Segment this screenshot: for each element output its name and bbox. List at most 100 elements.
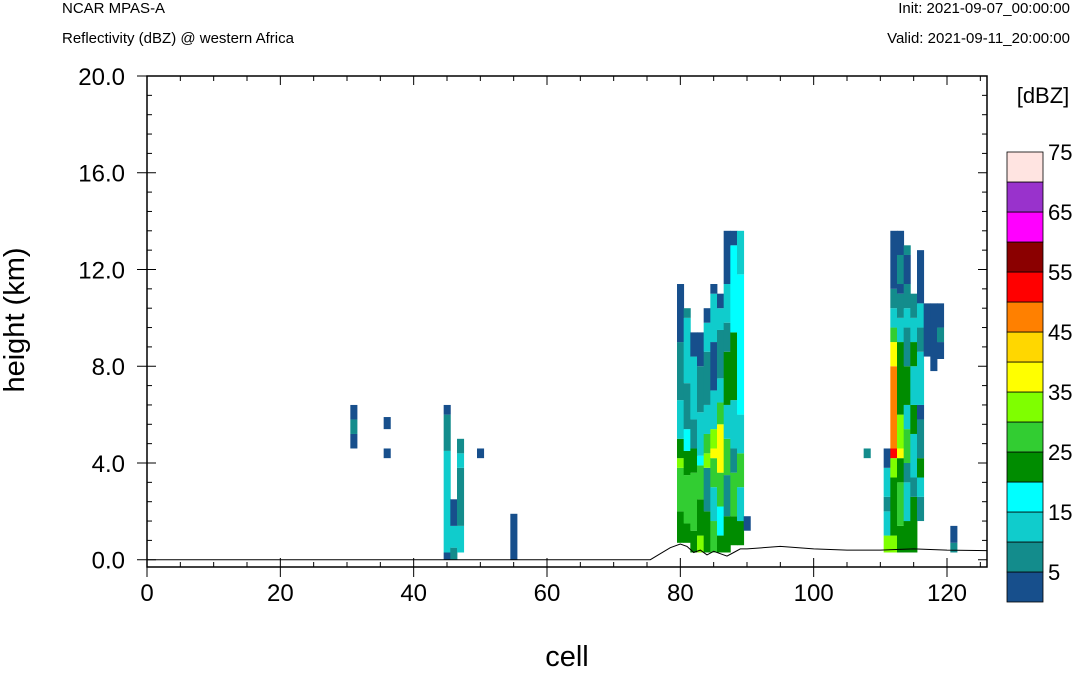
reflectivity-cell xyxy=(697,455,705,466)
reflectivity-cell xyxy=(910,477,918,497)
colorbar-label: 5 xyxy=(1048,560,1060,585)
reflectivity-cell xyxy=(737,230,745,275)
reflectivity-cell xyxy=(950,525,958,543)
reflectivity-cell xyxy=(890,308,898,328)
reflectivity-cell xyxy=(717,424,725,473)
colorbar-swatch xyxy=(1006,211,1044,243)
reflectivity-cell xyxy=(677,511,685,543)
reflectivity-cell xyxy=(903,404,911,430)
colorbar-swatch xyxy=(1006,361,1044,393)
reflectivity-cell xyxy=(917,250,925,304)
reflectivity-cell xyxy=(883,496,891,512)
reflectivity-cell xyxy=(690,472,698,531)
colorbar-swatch xyxy=(1006,571,1044,603)
reflectivity-cell xyxy=(723,516,731,553)
reflectivity-cell xyxy=(897,317,905,343)
reflectivity-cell xyxy=(937,342,945,359)
init-time: Init: 2021-09-07_00:00:00 xyxy=(898,0,1070,17)
y-axis-title: height (km) xyxy=(0,247,31,392)
reflectivity-cell xyxy=(897,284,905,294)
reflectivity-cell xyxy=(903,254,911,285)
reflectivity-cell xyxy=(737,414,745,454)
reflectivity-cell xyxy=(683,317,691,384)
reflectivity-cell xyxy=(450,547,458,560)
x-tick-label: 80 xyxy=(667,580,694,607)
y-tick-label: 8.0 xyxy=(92,354,125,381)
reflectivity-cell xyxy=(910,293,918,318)
reflectivity-cell xyxy=(937,303,945,328)
y-tick-label: 20.0 xyxy=(78,64,125,91)
reflectivity-cell xyxy=(903,429,911,463)
reflectivity-cell xyxy=(710,458,718,488)
reflectivity-cell xyxy=(890,327,898,343)
reflectivity-cell xyxy=(690,530,698,553)
reflectivity-cell xyxy=(730,516,738,546)
reflectivity-cell xyxy=(457,467,465,526)
reflectivity-cell xyxy=(890,230,898,289)
colorbar-swatch xyxy=(1006,511,1044,543)
reflectivity-cell xyxy=(683,308,691,318)
reflectivity-cell xyxy=(350,404,358,420)
reflectivity-cell xyxy=(683,475,691,524)
reflectivity-cell xyxy=(910,496,918,553)
colorbar-swatch xyxy=(1006,151,1044,183)
reflectivity-cell xyxy=(890,342,898,367)
colorbar-swatch xyxy=(1006,301,1044,333)
colorbar-swatch xyxy=(1006,331,1044,363)
reflectivity-cell xyxy=(917,351,925,405)
reflectivity-cell xyxy=(443,450,451,553)
reflectivity-cell xyxy=(443,404,451,415)
reflectivity-cell xyxy=(710,293,718,343)
colorbar-label: 35 xyxy=(1048,380,1072,405)
reflectivity-cell xyxy=(883,448,891,468)
reflectivity-cell xyxy=(883,467,891,497)
y-tick-label: 4.0 xyxy=(92,451,125,478)
terrain-line xyxy=(147,543,988,561)
reflectivity-cell xyxy=(897,525,905,553)
reflectivity-cell xyxy=(703,467,711,512)
reflectivity-cell xyxy=(897,482,905,526)
reflectivity-cell xyxy=(690,419,698,449)
colorbar-swatch xyxy=(1006,451,1044,483)
reflectivity-cell xyxy=(723,230,731,285)
y-tick-label: 16.0 xyxy=(78,161,125,188)
reflectivity-cell xyxy=(350,419,358,434)
reflectivity-cell xyxy=(890,535,898,553)
reflectivity-cell xyxy=(897,414,905,449)
reflectivity-cell xyxy=(457,525,465,553)
reflectivity-cell xyxy=(450,499,458,526)
reflectivity-cell xyxy=(917,496,925,522)
reflectivity-cell xyxy=(717,293,725,309)
reflectivity-cell xyxy=(717,402,725,425)
reflectivity-cell xyxy=(723,438,731,476)
reflectivity-cell xyxy=(717,329,725,379)
reflectivity-cell xyxy=(703,433,711,454)
reflectivity-cell xyxy=(950,542,958,553)
reflectivity-cell xyxy=(677,467,685,512)
reflectivity-cell xyxy=(677,284,685,343)
reflectivity-cell xyxy=(683,383,691,430)
reflectivity-cell xyxy=(703,404,711,434)
reflectivity-cell xyxy=(883,511,891,536)
reflectivity-cell xyxy=(917,303,925,328)
reflectivity-cell xyxy=(697,366,705,413)
reflectivity-cell xyxy=(730,230,738,246)
reflectivity-cell xyxy=(383,448,391,459)
reflectivity-cell xyxy=(917,327,925,352)
reflectivity-cell xyxy=(477,448,485,459)
reflectivity-cell xyxy=(383,417,391,430)
reflectivity-cell xyxy=(690,448,698,473)
reflectivity-cell xyxy=(890,458,898,478)
colorbar-label: 45 xyxy=(1048,320,1072,345)
reflectivity-cell xyxy=(683,523,691,543)
y-tick-labels: 0.0 4.0 8.0 12.0 16.0 20.0 xyxy=(78,64,125,575)
x-tick-label: 0 xyxy=(140,580,153,607)
reflectivity-cell xyxy=(697,465,705,500)
reflectivity-cell xyxy=(883,535,891,553)
reflectivity-cell xyxy=(717,472,725,507)
colorbar-label: 15 xyxy=(1048,500,1072,525)
reflectivity-cells xyxy=(350,230,958,560)
reflectivity-cell xyxy=(697,535,705,553)
reflectivity-cell xyxy=(737,487,745,522)
reflectivity-cell xyxy=(897,230,905,255)
